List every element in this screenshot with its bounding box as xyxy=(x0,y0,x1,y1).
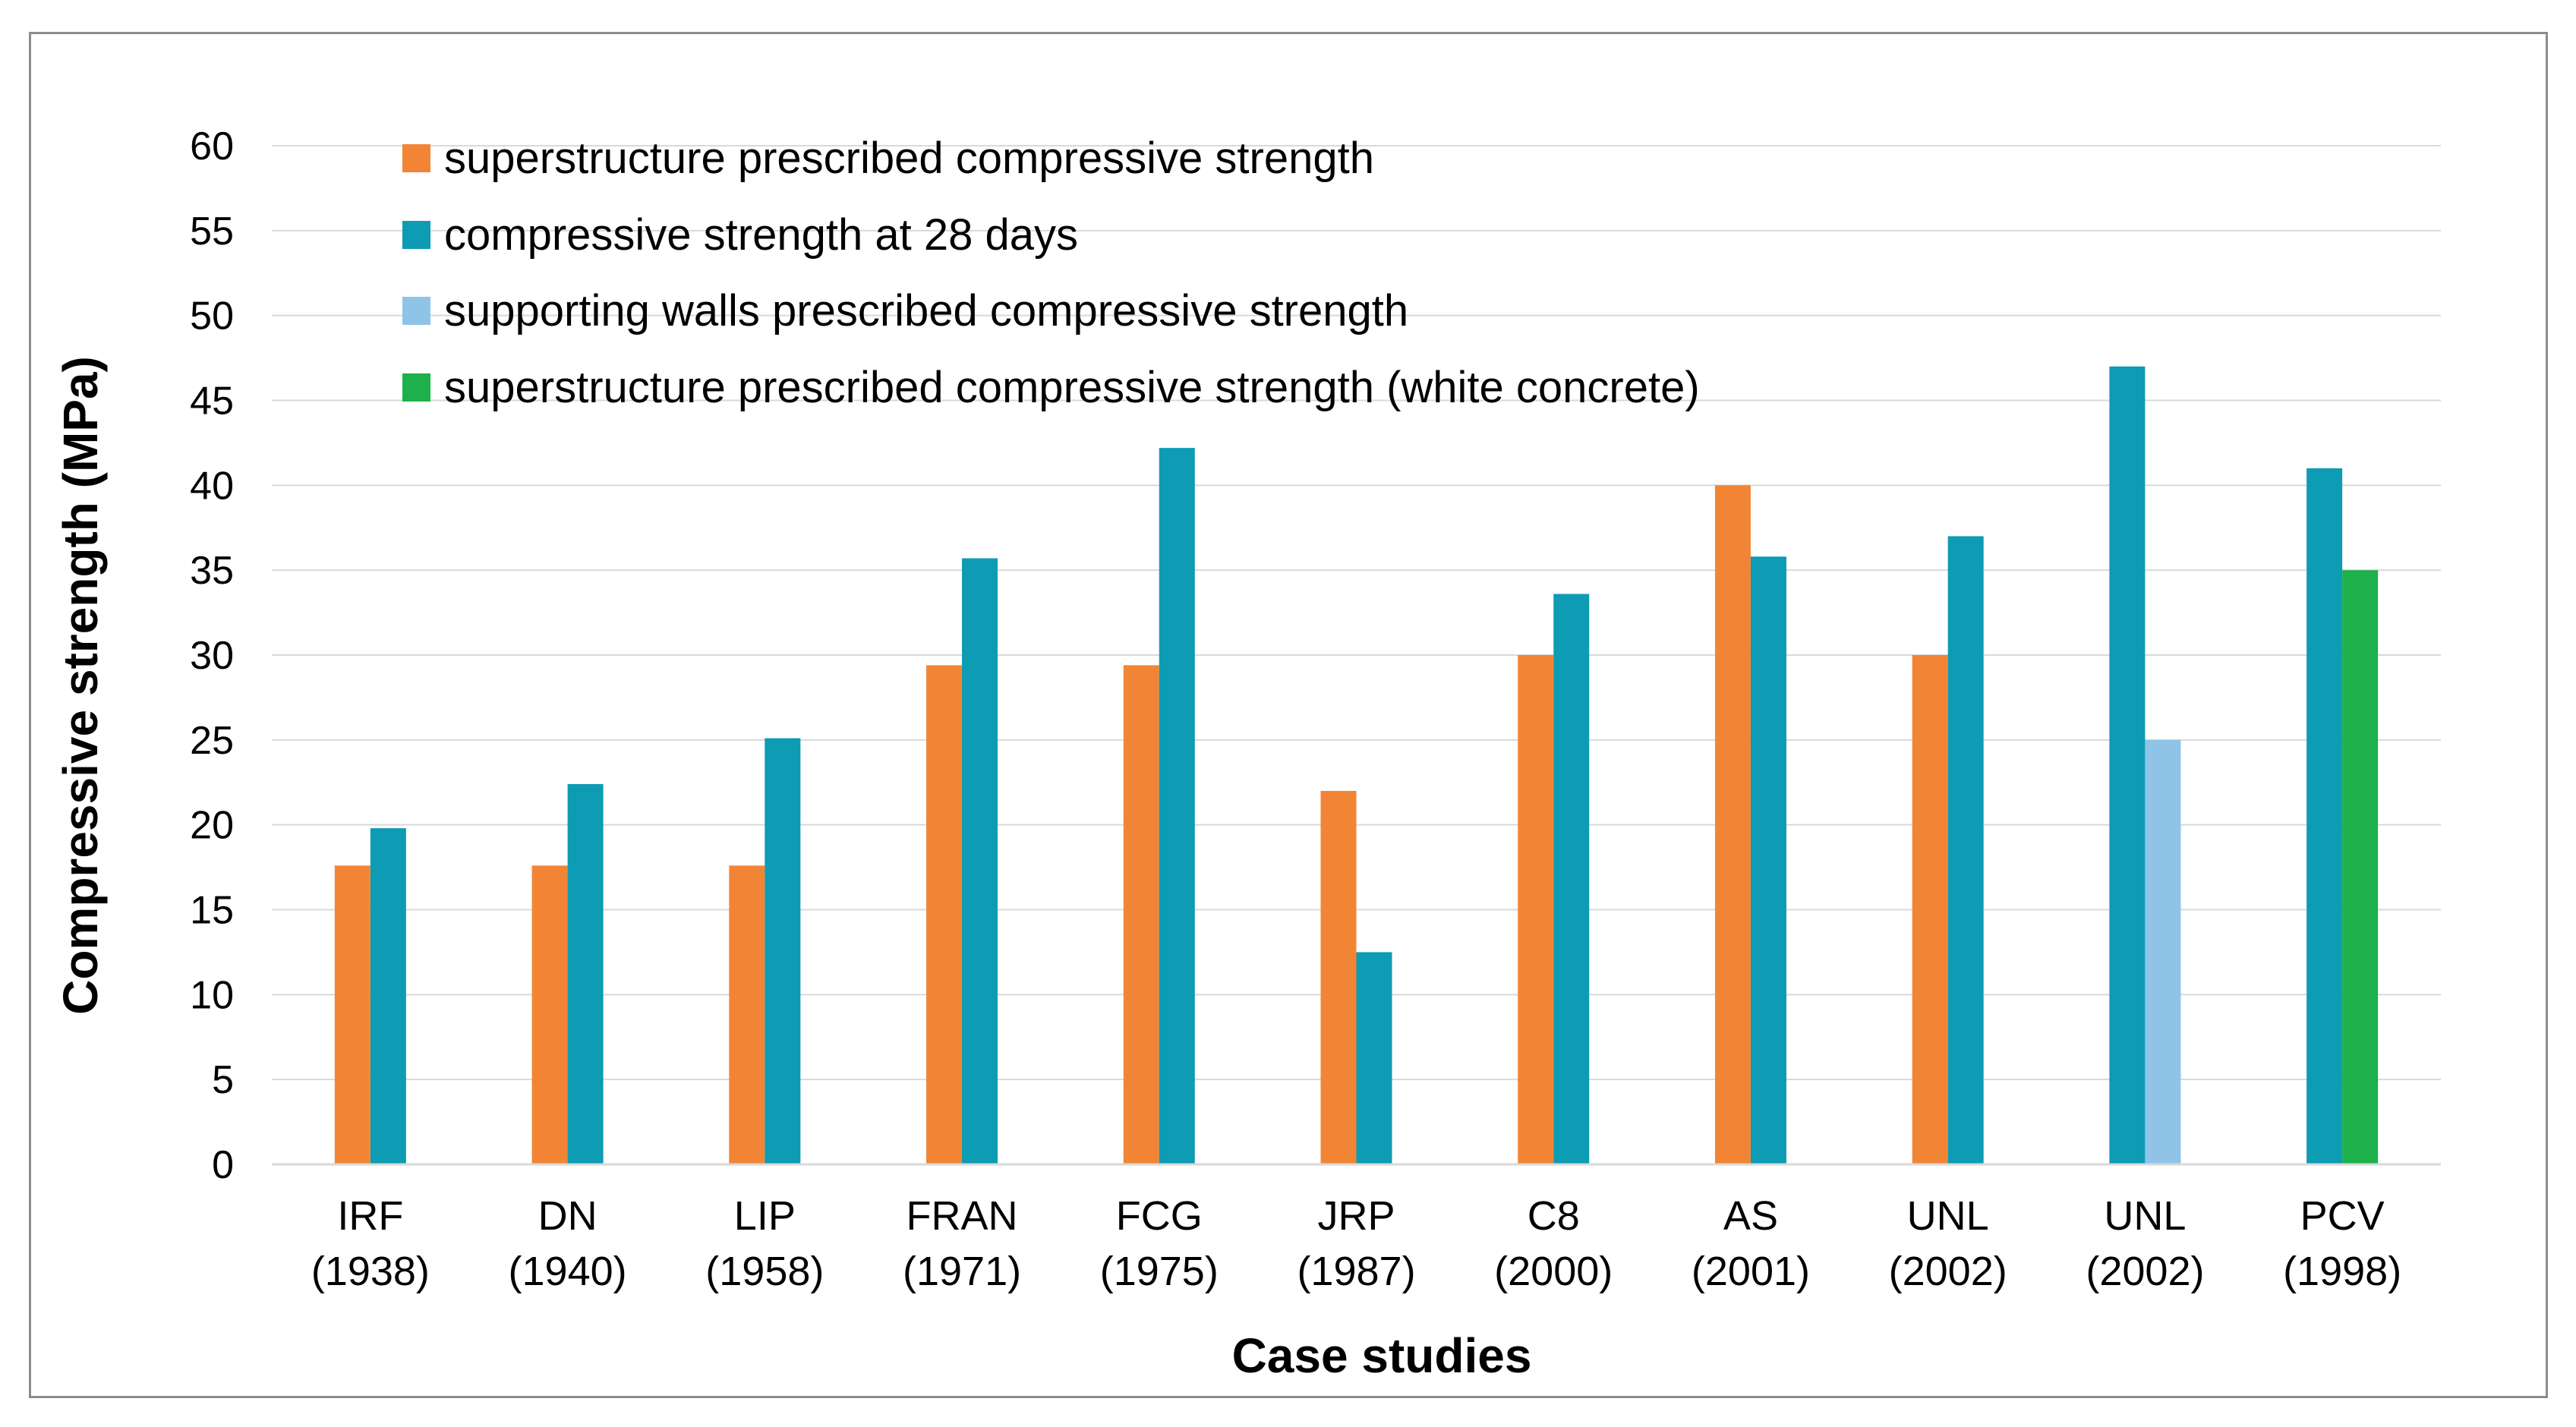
bar xyxy=(1553,594,1590,1164)
legend-swatch xyxy=(402,144,430,172)
x-tick-year-label: (2001) xyxy=(1692,1249,1810,1294)
legend-label: supporting walls prescribed compressive … xyxy=(444,286,1408,335)
bar xyxy=(334,865,370,1164)
y-tick-labels: 0 5 10 15 20 25 30 35 40 45 50 55 60 xyxy=(190,124,234,1187)
bar xyxy=(567,783,604,1164)
y-tick-label: 40 xyxy=(190,464,234,508)
legend-label: superstructure prescribed compressive st… xyxy=(444,134,1374,183)
y-tick-label: 45 xyxy=(190,380,234,424)
bar xyxy=(2145,739,2181,1164)
bar xyxy=(1356,952,1392,1164)
legend-label: superstructure prescribed compressive st… xyxy=(444,363,1700,412)
x-tick-labels: IRF (1938) DN (1940) LIP (1958) FRAN (1971) FCG (… xyxy=(311,1193,2401,1294)
x-tick-label: UNL xyxy=(2104,1193,2186,1239)
y-tick-label: 10 xyxy=(190,973,234,1017)
bar xyxy=(729,865,765,1164)
y-axis-label: Compressive strength (MPa) xyxy=(53,356,108,1015)
x-axis-label: Case studies xyxy=(1232,1328,1532,1383)
bar xyxy=(1518,655,1554,1164)
x-tick-label: FCG xyxy=(1116,1193,1203,1239)
bar xyxy=(926,665,963,1164)
x-tick-label: FRAN xyxy=(906,1193,1018,1239)
bar xyxy=(531,865,568,1164)
y-tick-label: 15 xyxy=(190,889,234,933)
bar xyxy=(2342,570,2379,1164)
bar xyxy=(1750,556,1786,1164)
x-tick-year-label: (1987) xyxy=(1297,1249,1415,1294)
legend-swatch xyxy=(402,221,430,249)
bars xyxy=(334,366,2379,1165)
x-tick-label: UNL xyxy=(1907,1193,1989,1239)
y-tick-label: 20 xyxy=(190,804,234,848)
bar xyxy=(1159,448,1195,1164)
bar xyxy=(2109,366,2146,1165)
y-tick-label: 50 xyxy=(190,295,234,339)
bar xyxy=(1947,536,1984,1164)
bar xyxy=(370,828,406,1164)
bar xyxy=(2306,468,2343,1164)
x-tick-label: IRF xyxy=(337,1193,403,1239)
bar xyxy=(1123,665,1159,1164)
grid-lines xyxy=(272,145,2441,1081)
legend-swatch xyxy=(402,297,430,325)
bar xyxy=(1912,655,1948,1164)
x-tick-label: C8 xyxy=(1528,1193,1580,1239)
x-tick-year-label: (1975) xyxy=(1100,1249,1219,1294)
x-tick-year-label: (1938) xyxy=(311,1249,430,1294)
x-tick-year-label: (2002) xyxy=(1889,1249,2007,1294)
y-tick-label: 25 xyxy=(190,719,234,763)
x-tick-label: PCV xyxy=(2300,1193,2385,1239)
x-tick-year-label: (1998) xyxy=(2283,1249,2401,1294)
bar xyxy=(1320,790,1357,1164)
x-tick-year-label: (1958) xyxy=(705,1249,824,1294)
x-tick-label: JRP xyxy=(1317,1193,1395,1239)
x-tick-year-label: (1971) xyxy=(903,1249,1021,1294)
bar xyxy=(962,558,998,1164)
y-tick-label: 55 xyxy=(190,209,234,254)
x-tick-label: LIP xyxy=(734,1193,796,1239)
legend: superstructure prescribed compressive st… xyxy=(402,134,1700,412)
x-tick-year-label: (2002) xyxy=(2086,1249,2204,1294)
y-tick-label: 5 xyxy=(212,1058,234,1102)
legend-swatch xyxy=(402,373,430,402)
y-tick-label: 30 xyxy=(190,634,234,678)
bar xyxy=(765,738,801,1164)
x-tick-year-label: (2000) xyxy=(1494,1249,1613,1294)
x-tick-label: AS xyxy=(1723,1193,1778,1239)
legend-label: compressive strength at 28 days xyxy=(444,210,1078,260)
y-tick-label: 0 xyxy=(212,1143,234,1187)
y-tick-label: 35 xyxy=(190,549,234,593)
y-tick-label: 60 xyxy=(190,124,234,169)
bar xyxy=(1714,485,1751,1164)
x-tick-year-label: (1940) xyxy=(509,1249,627,1294)
x-tick-label: DN xyxy=(538,1193,597,1239)
